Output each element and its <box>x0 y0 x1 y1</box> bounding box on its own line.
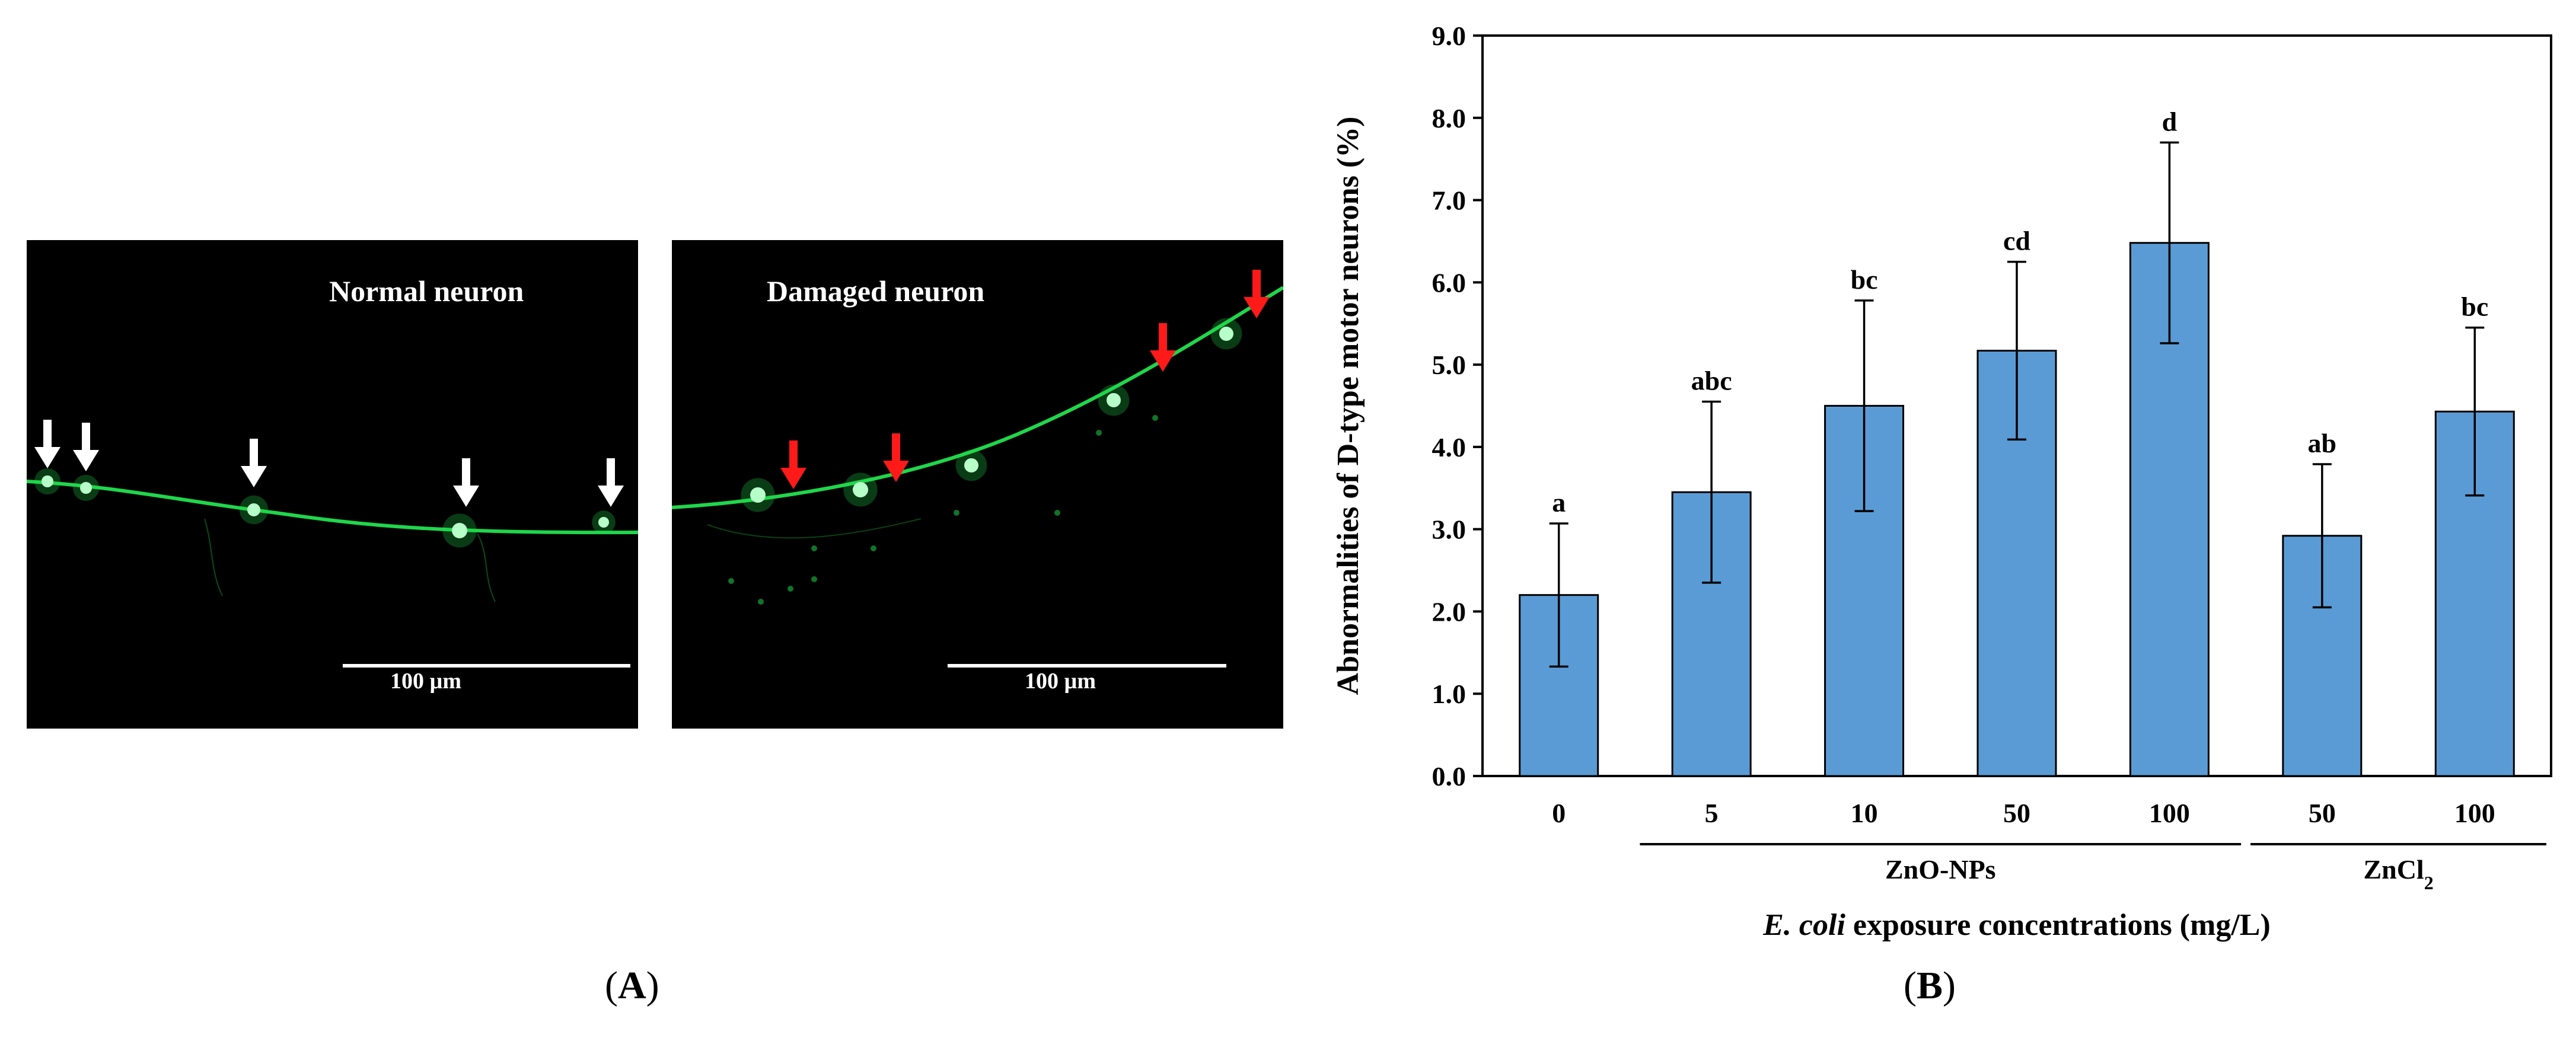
significance-letter: d <box>2162 106 2178 136</box>
normal-arrow-1-head <box>34 447 60 468</box>
damaged-soma-5 <box>1219 327 1233 341</box>
y-tick-label: 2.0 <box>1432 596 1466 627</box>
group-label: ZnO-NPs <box>1885 854 1996 884</box>
damaged-soma-1 <box>750 487 766 503</box>
y-tick-label: 4.0 <box>1432 432 1466 462</box>
normal-commissure-2 <box>477 533 496 602</box>
damaged-arrow-2-shaft <box>892 433 900 463</box>
normal-neuron-drawing <box>27 420 638 668</box>
x-tick-label: 10 <box>1851 798 1878 828</box>
normal-neuron-image: Normal neuron 100 µm <box>27 240 638 729</box>
normal-arrow-3-shaft <box>250 439 258 468</box>
damaged-debris-10 <box>811 576 817 582</box>
damaged-debris-3 <box>811 545 817 551</box>
group-label: ZnCl2 <box>2363 854 2433 893</box>
damaged-neuron-process <box>672 286 1283 509</box>
x-tick-label: 50 <box>2309 798 2336 828</box>
normal-arrow-3 <box>241 439 267 487</box>
scale-bar-label-right: 100 µm <box>1024 669 1096 694</box>
normal-arrow-2-head <box>73 450 99 471</box>
damaged-debris-9 <box>758 599 764 605</box>
normal-soma-1 <box>42 475 53 487</box>
x-tick-label: 100 <box>2149 798 2190 828</box>
scale-bar-right <box>948 664 1226 668</box>
significance-letter: cd <box>2003 226 2030 256</box>
y-tick-label: 0.0 <box>1432 761 1466 791</box>
normal-neuron-title: Normal neuron <box>329 274 524 308</box>
damaged-soma-3 <box>964 458 978 472</box>
y-tick-label: 9.0 <box>1432 21 1466 51</box>
damaged-debris-5 <box>954 510 959 516</box>
x-axis-title: E. coli exposure concentrations (mg/L) <box>1762 908 2271 942</box>
damaged-debris-7 <box>1096 430 1102 436</box>
normal-arrow-4-shaft <box>462 458 470 488</box>
normal-arrow-4-head <box>453 486 479 507</box>
x-tick-label: 0 <box>1552 798 1566 828</box>
damaged-arrow-3-head <box>1150 350 1176 372</box>
damaged-dim-process <box>707 518 922 539</box>
y-tick-label: 8.0 <box>1432 103 1466 133</box>
normal-arrow-4 <box>453 458 479 507</box>
normal-arrow-2 <box>73 423 99 471</box>
normal-arrow-1-shaft <box>43 420 52 449</box>
damaged-arrow-1-head <box>780 468 806 489</box>
damaged-debris-6 <box>1054 510 1060 516</box>
y-tick-label: 5.0 <box>1432 350 1466 380</box>
significance-letter: bc <box>2461 292 2488 322</box>
significance-letter: abc <box>1691 366 1732 396</box>
normal-soma-2 <box>80 482 92 494</box>
x-tick-label: 50 <box>2003 798 2030 828</box>
damaged-arrow-3 <box>1150 323 1176 372</box>
scale-bar-label-left: 100 µm <box>390 669 462 694</box>
significance-letter: bc <box>1851 264 1878 295</box>
x-tick-label: 5 <box>1705 798 1719 828</box>
normal-arrow-5 <box>598 458 624 507</box>
damaged-neuron-drawing <box>672 270 1283 668</box>
damaged-arrow-3-shaft <box>1159 323 1167 353</box>
damaged-arrow-4 <box>1244 270 1270 318</box>
scale-bar-left <box>343 664 630 668</box>
damaged-debris-2 <box>788 586 793 592</box>
normal-arrow-5-shaft <box>607 458 615 488</box>
normal-arrow-2-shaft <box>82 423 90 452</box>
damaged-neuron-image: Damaged neuron 100 µm <box>672 240 1283 729</box>
normal-arrow-1 <box>34 420 60 468</box>
damaged-arrow-1 <box>780 440 806 489</box>
significance-letter: ab <box>2308 428 2337 458</box>
damaged-arrow-2-head <box>883 461 909 482</box>
x-tick-label: 100 <box>2454 798 2495 828</box>
significance-letter: a <box>1552 487 1566 518</box>
y-tick-label: 7.0 <box>1432 186 1466 216</box>
normal-neuron-process <box>27 480 638 535</box>
y-tick-label: 3.0 <box>1432 515 1466 545</box>
normal-soma-4 <box>452 523 467 538</box>
normal-soma-3 <box>247 503 260 516</box>
y-axis-title: Abnormalities of D-type motor neurons (%… <box>1331 117 1365 695</box>
normal-commissure-1 <box>204 518 223 596</box>
damaged-arrow-4-shaft <box>1252 270 1261 299</box>
normal-arrow-3-head <box>241 466 267 487</box>
damaged-neuron-title: Damaged neuron <box>767 274 985 308</box>
normal-arrow-5-head <box>598 486 624 507</box>
damaged-soma-4 <box>1107 393 1121 407</box>
damaged-debris-8 <box>1152 415 1158 421</box>
damaged-debris-1 <box>728 578 734 584</box>
y-tick-label: 6.0 <box>1432 267 1466 298</box>
damaged-debris-4 <box>871 545 876 551</box>
damaged-arrow-4-head <box>1244 297 1270 318</box>
panel-b-label: (B) <box>1904 964 1956 1007</box>
damaged-arrow-1-shaft <box>789 440 798 470</box>
normal-soma-5 <box>598 517 609 528</box>
damaged-soma-2 <box>853 482 868 497</box>
bar-chart: 0.0 1.0 2.0 3.0 4.0 5.0 6.0 7.0 8.0 9.0 a 0 abc 5 bc 10… <box>1331 21 2552 942</box>
damaged-arrow-2 <box>883 433 909 482</box>
panel-a-label: (A) <box>605 964 659 1007</box>
y-tick-label: 1.0 <box>1432 679 1466 709</box>
